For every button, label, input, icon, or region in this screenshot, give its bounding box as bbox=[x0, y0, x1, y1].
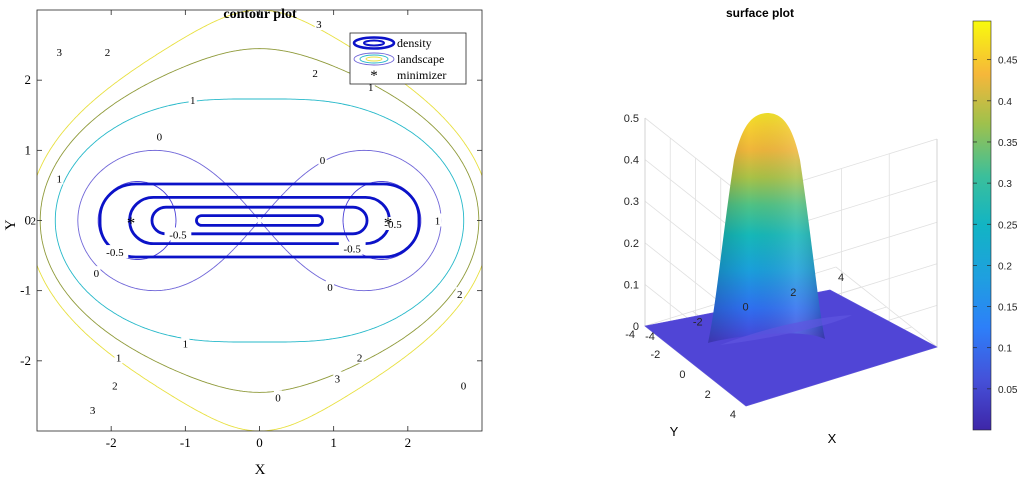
colorbar-tick-label: 0.45 bbox=[998, 56, 1018, 67]
contour-ticks: -2 -1 0 1 2 -2 -1 0 1 2 bbox=[20, 10, 482, 450]
surface-x-tick-label: 0 bbox=[742, 302, 748, 314]
contour-level-label: -0.5 bbox=[384, 219, 402, 231]
surface-y-tick-label: -2 bbox=[650, 349, 660, 361]
minimizer-marker: * bbox=[127, 214, 136, 233]
legend-minimizer-label: minimizer bbox=[397, 68, 446, 82]
colorbar-tick-label: 0.4 bbox=[998, 97, 1012, 108]
contour-level-label: 0 bbox=[461, 380, 467, 392]
contour-x-tick-label: 1 bbox=[330, 435, 337, 450]
colorbar-tick-label: 0.15 bbox=[998, 303, 1018, 314]
contour-level-label: 2 bbox=[105, 47, 111, 59]
colorbar-tick-label: 0.2 bbox=[998, 261, 1012, 272]
surface-z-tick-label: 0.5 bbox=[624, 113, 639, 125]
contour-level-label: 3 bbox=[90, 405, 96, 417]
legend-minimizer-marker: * bbox=[370, 68, 378, 84]
contour-level-label: 2 bbox=[357, 352, 363, 364]
contour-level-label: 2 bbox=[112, 380, 118, 392]
contour-level-label: -0.5 bbox=[169, 230, 187, 242]
surface-z-tick-label: 0.4 bbox=[624, 155, 639, 167]
contour-level-labels: 3 3 2 2 1 1 0 0 -0.5 -0.5 -0.5 -0.5 0 0 1 1 2 2 1 1 2 2 3 3 0 0 bbox=[29, 17, 468, 417]
contour-level-label: 2 bbox=[312, 68, 318, 80]
contour-x-tick-label: 0 bbox=[256, 435, 263, 450]
minimizer-marker: * bbox=[384, 214, 393, 233]
colorbar-tick-label: 0.1 bbox=[998, 344, 1012, 355]
surface-y-tick-label: 0 bbox=[679, 369, 685, 381]
surface-z-tick-label: 0.1 bbox=[624, 279, 639, 291]
contour-x-tick-label: 2 bbox=[405, 435, 412, 450]
landscape-contours bbox=[37, 10, 482, 431]
contour-level-label: 3 bbox=[335, 373, 341, 385]
contour-level-label: -0.5 bbox=[106, 247, 124, 259]
contour-panel: 3 3 2 2 1 1 0 0 -0.5 -0.5 -0.5 -0.5 0 0 1 1 2 2 1 1 2 2 3 3 0 0 *… bbox=[3, 7, 483, 478]
contour-level-label: 0 bbox=[94, 268, 100, 280]
colorbar-ticks: 0.05 0.1 0.15 0.2 0.25 0.3 0.35 0.4 0.45 bbox=[973, 56, 1018, 396]
surface-x-tick-label: 4 bbox=[838, 272, 844, 284]
colorbar: 0.05 0.1 0.15 0.2 0.25 0.3 0.35 0.4 0.45 bbox=[972, 20, 1018, 431]
contour-x-tick-label: -1 bbox=[180, 435, 191, 450]
contour-level-label: 0 bbox=[320, 155, 326, 167]
surface-x-tick-label: -2 bbox=[693, 316, 703, 328]
contour-y-tick-label: -2 bbox=[20, 353, 31, 368]
contour-y-tick-label: 2 bbox=[25, 72, 32, 87]
legend-density-swatch bbox=[352, 36, 396, 50]
surface-y-tick-label: -4 bbox=[625, 329, 635, 341]
contour-x-label: X bbox=[255, 462, 266, 478]
surface-x-label: X bbox=[828, 431, 837, 446]
contour-level-label: 3 bbox=[316, 19, 322, 31]
surface-z-tick-label: 0 bbox=[633, 321, 639, 333]
contour-level-label: 0 bbox=[275, 392, 281, 404]
legend-entry-density: density bbox=[352, 36, 432, 50]
colorbar-tick-label: 0.35 bbox=[998, 138, 1018, 149]
contour-x-tick-label: -2 bbox=[106, 435, 117, 450]
legend-landscape-label: landscape bbox=[397, 52, 444, 66]
density-contour bbox=[98, 182, 421, 259]
contour-y-label: Y bbox=[3, 219, 19, 230]
contour-level-label: 1 bbox=[368, 82, 374, 94]
surface-x-tick-label: 2 bbox=[790, 287, 796, 299]
density-contour bbox=[195, 214, 324, 227]
contour-level-label: 0 bbox=[327, 282, 333, 294]
contour-level-label: 0 bbox=[157, 131, 163, 143]
contour-y-tick-label: -1 bbox=[20, 283, 31, 298]
contour-level-label: 2 bbox=[31, 216, 37, 228]
landscape-contour-level bbox=[54, 98, 465, 343]
surface-y-tick-label: 4 bbox=[730, 409, 736, 421]
legend-entry-minimizer: * minimizer bbox=[370, 68, 446, 84]
colorbar-tick-label: 0.3 bbox=[998, 179, 1012, 190]
surface-panel: surface plot 0 0.1 0.2 0.3 0.4 0.5 -4 -2 0 2 4 -4 -2… bbox=[624, 6, 1018, 446]
contour-legend: density landscape * minimizer bbox=[349, 32, 467, 85]
surface-peak bbox=[708, 113, 852, 345]
contour-level-label: 1 bbox=[183, 338, 189, 350]
contour-level-label: -0.5 bbox=[343, 244, 361, 256]
contour-level-label: 1 bbox=[116, 352, 122, 364]
contour-level-label: 2 bbox=[457, 289, 463, 301]
contour-level-label: 1 bbox=[435, 216, 441, 228]
colorbar-gradient bbox=[972, 20, 992, 431]
colorbar-tick-label: 0.05 bbox=[998, 385, 1018, 396]
minimizer-markers: * * bbox=[127, 214, 392, 233]
surface-z-tick-label: 0.2 bbox=[624, 238, 639, 250]
legend-entry-landscape: landscape bbox=[353, 52, 444, 66]
colorbar-tick-label: 0.25 bbox=[998, 220, 1018, 231]
surface-z-tick-label: 0.3 bbox=[624, 196, 639, 208]
surface-y-label: Y bbox=[670, 424, 679, 439]
landscape-contour-level bbox=[77, 149, 442, 292]
contour-y-tick-label: 0 bbox=[25, 213, 32, 228]
surface-y-tick-label: 2 bbox=[705, 389, 711, 401]
contour-y-tick-label: 1 bbox=[25, 142, 32, 157]
surface-ticks: 0 0.1 0.2 0.3 0.4 0.5 -4 -2 0 2 4 -4 -2 0 2 4 bbox=[624, 113, 844, 421]
contour-level-label: 3 bbox=[57, 47, 63, 59]
density-contour bbox=[150, 205, 369, 236]
legend-density-label: density bbox=[397, 36, 432, 50]
surface-title: surface plot bbox=[726, 6, 794, 20]
surface-x-tick-label: -4 bbox=[645, 331, 655, 343]
contour-title: contour plot bbox=[223, 7, 297, 22]
contour-level-label: 1 bbox=[190, 95, 196, 107]
legend-landscape-swatch bbox=[353, 52, 395, 66]
contour-level-label: 1 bbox=[57, 173, 63, 185]
